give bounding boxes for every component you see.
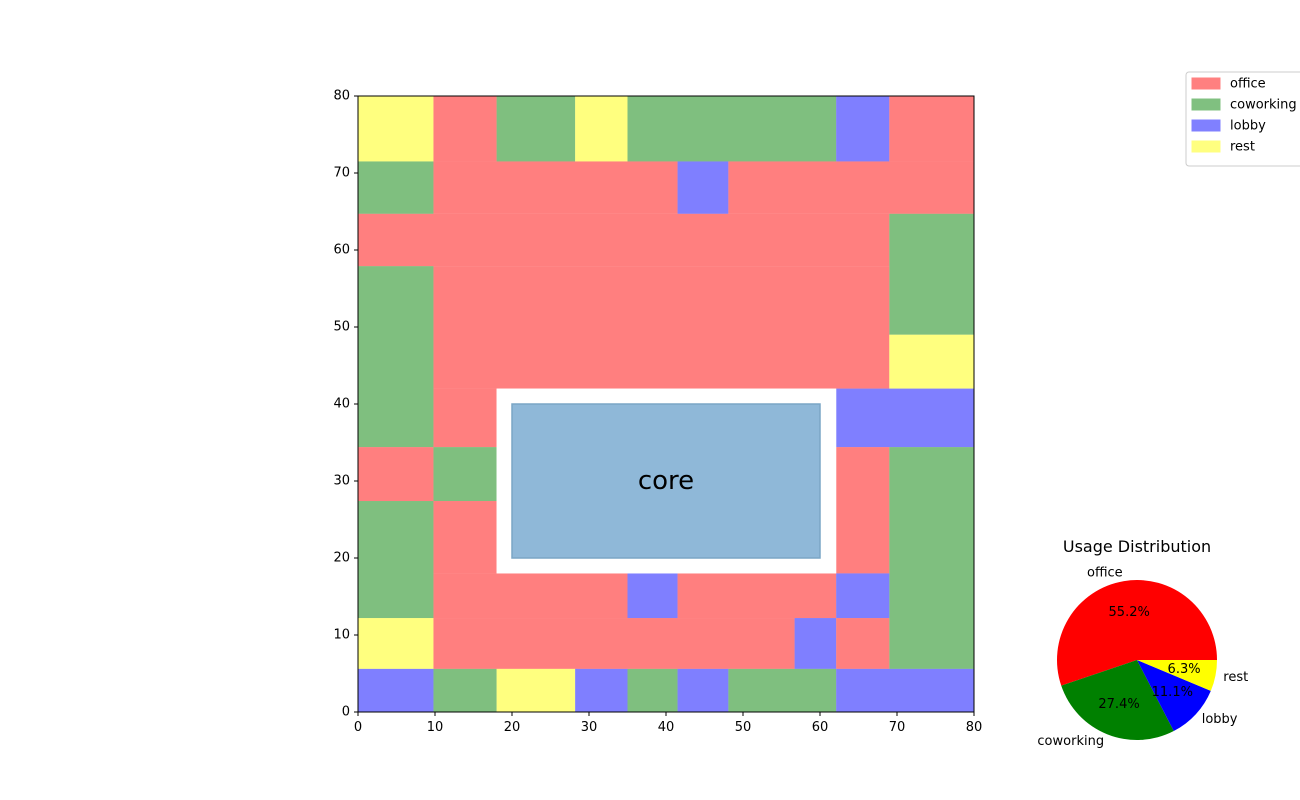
zone-coworking xyxy=(433,447,497,502)
x-tick-label: 50 xyxy=(735,720,752,735)
pie-label-office: office xyxy=(1087,566,1123,581)
zone-coworking xyxy=(627,96,837,162)
y-tick-label: 80 xyxy=(333,89,350,104)
zone-lobby xyxy=(677,668,729,712)
legend-label-lobby: lobby xyxy=(1230,119,1266,134)
y-tick-label: 30 xyxy=(333,474,350,489)
zone-lobby xyxy=(627,573,678,619)
zone-coworking xyxy=(889,447,974,669)
floorplan-chart: core 0 10 20 30 40 50 60 70 80 0 10 20 30 40 50 60 70 80 xyxy=(333,89,982,736)
zone-office xyxy=(677,573,837,619)
pie-label-lobby: lobby xyxy=(1202,712,1238,727)
y-tick-label: 60 xyxy=(333,243,350,258)
pie-chart: Usage Distribution 55.2% office 27.4% cowor… xyxy=(1037,537,1248,749)
zone-coworking xyxy=(728,668,837,712)
x-tick-label: 70 xyxy=(889,720,906,735)
pie-label-coworking: coworking xyxy=(1037,734,1104,749)
zone-layer xyxy=(358,96,974,712)
y-tick-label: 40 xyxy=(333,397,350,412)
x-tick-label: 30 xyxy=(581,720,598,735)
x-tick-label: 40 xyxy=(658,720,675,735)
pie-slice-office xyxy=(1057,579,1217,686)
y-tick-label: 0 xyxy=(342,705,350,720)
y-tick-label: 20 xyxy=(333,551,350,566)
zone-office xyxy=(836,447,890,574)
zone-rest xyxy=(496,668,576,712)
zone-coworking xyxy=(889,213,974,335)
x-tick-label: 80 xyxy=(966,720,983,735)
zone-coworking xyxy=(358,161,434,214)
legend-swatch-rest xyxy=(1191,140,1221,153)
zone-lobby xyxy=(575,668,628,712)
zone-office xyxy=(889,96,974,162)
pie-slice-lobby xyxy=(1137,660,1211,732)
pie-pct-lobby: 11.1% xyxy=(1152,685,1193,700)
zone-coworking xyxy=(433,668,497,712)
core-label: core xyxy=(638,466,694,496)
zone-rest xyxy=(889,334,974,389)
zone-office xyxy=(433,388,497,448)
legend-label-rest: rest xyxy=(1230,140,1255,155)
zone-office xyxy=(358,447,434,502)
legend-swatch-coworking xyxy=(1191,98,1221,111)
y-axis: 0 10 20 30 40 50 60 70 80 xyxy=(333,89,358,720)
zone-coworking xyxy=(358,266,434,448)
legend-label-office: office xyxy=(1230,77,1266,92)
zone-lobby xyxy=(794,618,837,669)
zone-office xyxy=(433,96,497,162)
zone-lobby xyxy=(836,96,890,162)
pie-label-rest: rest xyxy=(1223,670,1248,685)
legend-swatch-lobby xyxy=(1191,119,1221,132)
zone-lobby xyxy=(836,388,974,448)
y-tick-label: 70 xyxy=(333,166,350,181)
x-axis: 0 10 20 30 40 50 60 70 80 xyxy=(354,712,982,735)
x-tick-label: 0 xyxy=(354,720,362,735)
zone-lobby xyxy=(836,573,890,619)
pie-slice-rest xyxy=(1137,660,1217,691)
zone-lobby xyxy=(677,161,729,214)
zone-rest xyxy=(358,96,434,162)
zone-office xyxy=(433,501,497,574)
pie-slice-coworking xyxy=(1061,660,1174,740)
legend: office coworking lobby rest xyxy=(1185,71,1300,167)
x-tick-label: 10 xyxy=(427,720,444,735)
x-tick-label: 20 xyxy=(504,720,521,735)
zone-rest xyxy=(575,96,628,162)
zone-lobby xyxy=(836,668,974,712)
pie-pct-rest: 6.3% xyxy=(1168,662,1201,677)
zone-rest xyxy=(358,618,434,669)
zone-office xyxy=(433,618,795,669)
zone-office xyxy=(433,266,890,389)
zone-lobby xyxy=(358,668,434,712)
zone-office xyxy=(433,161,678,214)
pie-title: Usage Distribution xyxy=(1063,537,1211,556)
pie-pct-office: 55.2% xyxy=(1109,605,1150,620)
zone-office xyxy=(728,161,974,214)
core-block xyxy=(511,403,821,559)
zone-coworking xyxy=(358,501,434,619)
legend-swatch-office xyxy=(1191,77,1221,90)
pie-slices xyxy=(1057,579,1217,740)
legend-label-coworking: coworking xyxy=(1230,98,1297,113)
zone-coworking xyxy=(496,96,576,162)
y-tick-label: 10 xyxy=(333,628,350,643)
zone-coworking xyxy=(627,668,678,712)
x-tick-label: 60 xyxy=(812,720,829,735)
zone-office xyxy=(433,573,628,619)
zone-office xyxy=(358,213,890,267)
pie-pct-coworking: 27.4% xyxy=(1098,697,1139,712)
pie-labels: 55.2% office 27.4% coworking 11.1% lobby 6.3% r… xyxy=(1037,566,1248,749)
zone-office xyxy=(836,618,890,669)
y-tick-label: 50 xyxy=(333,320,350,335)
